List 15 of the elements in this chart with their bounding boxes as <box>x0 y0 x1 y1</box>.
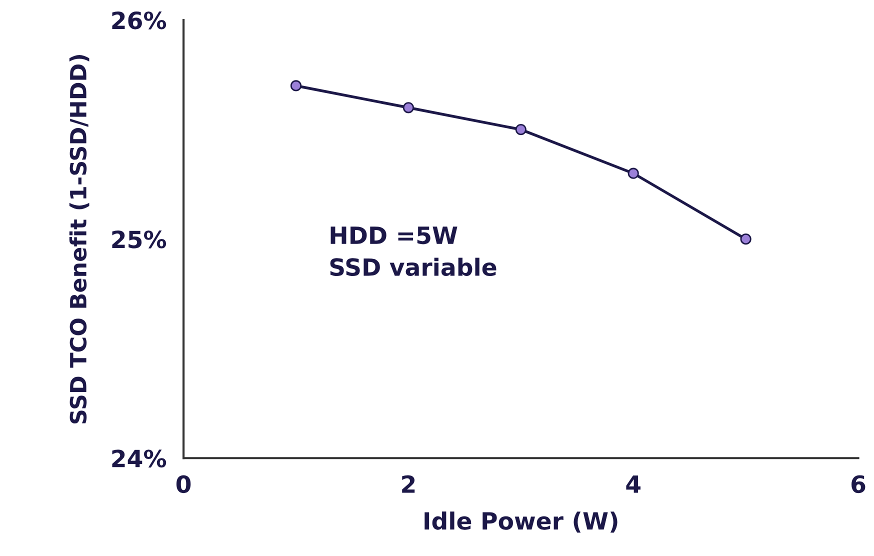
y-axis-title: SSD TCO Benefit (1-SSD/HDD) <box>69 55 90 424</box>
point <box>402 102 414 114</box>
point <box>515 124 526 136</box>
y-tick-label: 26% <box>112 11 166 30</box>
x-axis-title: Idle Power (W) <box>424 512 618 533</box>
point <box>290 80 302 92</box>
x-tick-label: 2 <box>402 475 415 493</box>
y-tick-label: 24% <box>112 450 166 468</box>
point <box>628 168 639 179</box>
annotation: HDD =5W SSD variable <box>330 226 496 276</box>
x-tick-label: 6 <box>852 475 866 494</box>
y-tick-label: 25% <box>112 230 166 248</box>
point <box>740 234 752 245</box>
x-tick-label: 4 <box>626 476 640 493</box>
x-tick-label: 0 <box>176 475 191 494</box>
